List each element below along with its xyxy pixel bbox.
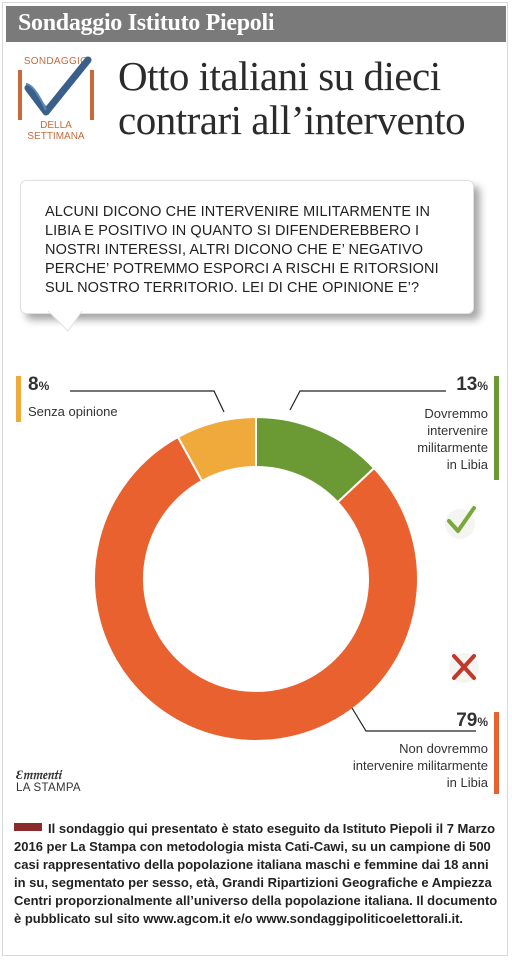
logo-top-text: SONDAGGIO bbox=[23, 56, 89, 67]
cross-icon bbox=[449, 653, 479, 683]
label-dovremmo-line2: intervenire bbox=[427, 423, 488, 438]
header-bar: Sondaggio Istituto Piepoli bbox=[6, 6, 506, 42]
footnote: Il sondaggio qui presentato è stato eseg… bbox=[14, 820, 500, 928]
label-dovremmo: Dovremmo intervenire militarmente in Lib… bbox=[417, 405, 488, 473]
check-icon bbox=[445, 506, 476, 539]
pct-senza-opinione: 8% bbox=[28, 374, 50, 395]
brand-name: LA STAMPA bbox=[16, 782, 81, 794]
la-stampa-logo: Ɛ𝔪𝔪𝔢𝔫𝔱𝔦 bbox=[16, 767, 63, 782]
svg-text:Ɛ𝔪𝔪𝔢𝔫𝔱𝔦: Ɛ𝔪𝔪𝔢𝔫𝔱𝔦 bbox=[16, 767, 63, 782]
footnote-marker bbox=[14, 823, 42, 831]
bar-non-dovremmo bbox=[494, 712, 499, 794]
label-non-dovremmo-line2: intervenire militarmente bbox=[352, 758, 488, 773]
leader-dovremmo bbox=[289, 390, 446, 411]
donut-chart bbox=[70, 390, 476, 742]
logo-bottom-line2: SETTIMANA bbox=[27, 131, 85, 142]
leader-non-dovremmo bbox=[351, 707, 476, 732]
sondaggio-settimana-logo: SONDAGGIO DELLA SETTIMANA bbox=[12, 54, 100, 148]
bar-senza-opinione bbox=[16, 376, 21, 422]
speech-bubble-tail bbox=[48, 311, 83, 332]
label-dovremmo-line4: in Libia bbox=[446, 457, 488, 472]
pct-non-dovremmo: 79% bbox=[456, 710, 488, 731]
slice-non-dovremmo bbox=[93, 435, 419, 742]
logo-check-icon bbox=[18, 56, 94, 120]
headline-line1: Otto italiani su dieci bbox=[118, 53, 441, 99]
question-box: ALCUNI DICONO CHE INTERVENIRE MILITARMEN… bbox=[20, 180, 474, 314]
footnote-text: Il sondaggio qui presentato è stato eseg… bbox=[14, 821, 498, 926]
leader-senza-opinione bbox=[70, 390, 225, 413]
label-dovremmo-line3: militarmente bbox=[417, 440, 488, 455]
pct-dovremmo: 13% bbox=[456, 374, 488, 395]
bar-dovremmo bbox=[494, 376, 499, 480]
question-text: ALCUNI DICONO CHE INTERVENIRE MILITARMEN… bbox=[45, 204, 439, 296]
logo-bottom-line1: DELLA bbox=[40, 120, 72, 131]
label-non-dovremmo-line3: in Libia bbox=[446, 775, 488, 790]
label-non-dovremmo: Non dovremmo intervenire militarmente in… bbox=[353, 740, 488, 791]
label-dovremmo-line1: Dovremmo bbox=[424, 406, 488, 421]
header-title: Sondaggio Istituto Piepoli bbox=[18, 10, 275, 36]
label-non-dovremmo-line1: Non dovremmo bbox=[399, 741, 488, 756]
headline-line2: contrari all’intervento bbox=[118, 97, 466, 143]
headline: Otto italiani su dieci contrari all’inte… bbox=[118, 54, 508, 142]
slice-senza-opinione bbox=[176, 415, 257, 483]
label-senza-opinione: Senza opinione bbox=[28, 404, 118, 419]
